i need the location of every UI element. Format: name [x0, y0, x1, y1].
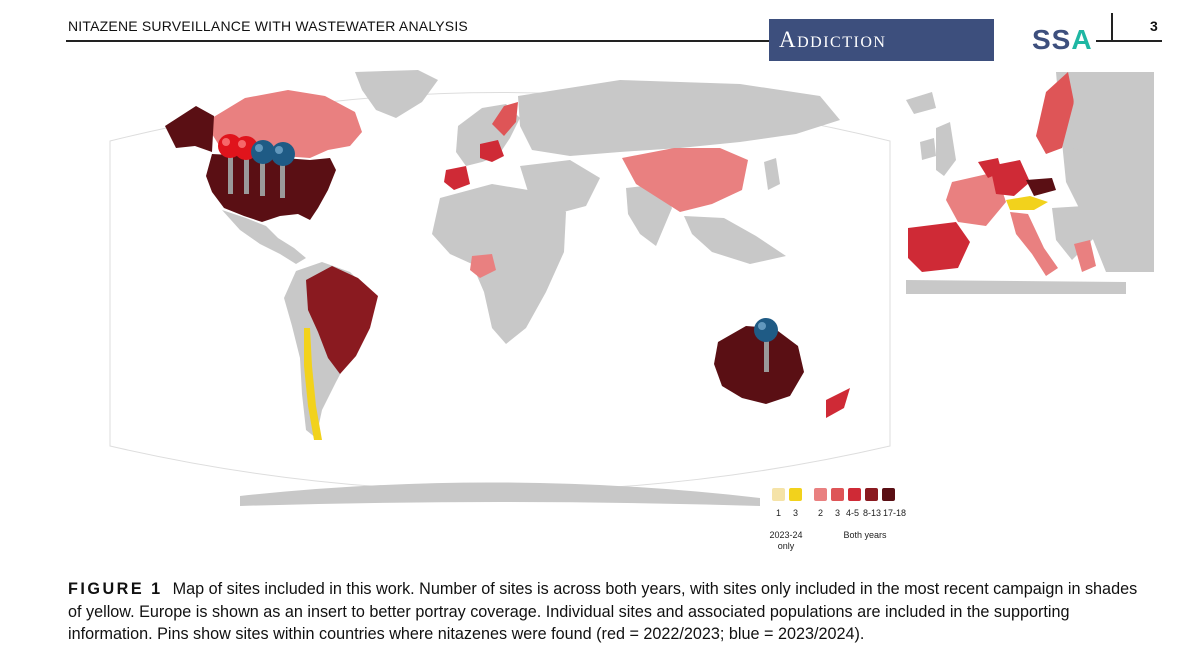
alaska: [165, 106, 214, 152]
legend-label: 17-18: [883, 508, 907, 518]
germany-main: [480, 140, 504, 162]
inset-czechia: [1026, 178, 1056, 196]
legend-group-both: Both years: [843, 530, 887, 540]
inset-africa: [906, 280, 1126, 294]
china: [622, 148, 748, 212]
inset-uk: [936, 122, 956, 176]
legend-label: 4-5: [846, 508, 860, 518]
world-map: [109, 70, 891, 506]
legend-swatch-6: [865, 488, 878, 501]
pin-australia: [754, 318, 778, 372]
legend-group-recent: 2023-24 only: [766, 530, 806, 552]
legend-label: 1: [776, 508, 782, 518]
journal-banner: Addiction SSA: [769, 19, 1096, 61]
scandinavia: [492, 102, 518, 136]
australia: [714, 326, 804, 404]
inset-greece: [1074, 240, 1096, 272]
inset-germany: [990, 160, 1030, 196]
inset-iceland: [906, 92, 936, 114]
legend-swatch-3: [814, 488, 827, 501]
inset-ireland: [920, 138, 936, 160]
russia: [518, 80, 840, 156]
journal-logo: SSA: [1032, 24, 1093, 56]
legend-swatch-4: [831, 488, 844, 501]
usa: [206, 154, 336, 222]
figure-caption-text: Map of sites included in this work. Numb…: [68, 580, 1138, 643]
southeast-asia: [684, 216, 786, 264]
inset-italy: [1010, 212, 1058, 276]
inset-spain: [908, 222, 970, 272]
uk: [458, 128, 470, 150]
new-zealand: [826, 388, 850, 418]
legend-label: 2: [818, 508, 824, 518]
greenland: [355, 70, 438, 118]
inset-austria: [1006, 196, 1048, 210]
header-rule: [66, 40, 1162, 42]
europe-inset-map: [906, 72, 1154, 294]
legend-swatch-5: [848, 488, 861, 501]
legend-swatch-2: [789, 488, 802, 501]
inset-france: [946, 172, 1006, 226]
running-title: NITAZENE SURVEILLANCE WITH WASTEWATER AN…: [68, 18, 468, 34]
journal-logo-main: SS: [1032, 24, 1072, 55]
journal-logo-background: [994, 19, 1096, 61]
legend-label: 3: [793, 508, 799, 518]
legend-group-recent-line1: 2023-24: [769, 530, 803, 540]
legend-swatch-1: [772, 488, 785, 501]
journal-logo-accent: A: [1071, 24, 1093, 55]
mexico: [222, 210, 306, 264]
figure-caption: FIGURE 1 Map of sites included in this wo…: [68, 578, 1148, 646]
journal-name: Addiction: [779, 27, 887, 52]
nigeria: [470, 254, 496, 278]
antarctica: [240, 482, 760, 506]
brazil: [306, 266, 378, 374]
legend-label: 3: [835, 508, 841, 518]
iberia: [444, 166, 470, 190]
legend-swatch-7: [882, 488, 895, 501]
inset-norway: [1036, 72, 1074, 154]
header-divider: [1111, 13, 1113, 41]
legend-group-recent-line2: only: [777, 541, 795, 551]
inset-finland: [1072, 82, 1102, 152]
africa: [432, 184, 566, 344]
chile: [304, 328, 322, 440]
japan: [764, 158, 780, 190]
legend-label: 8-13: [863, 508, 882, 518]
page-number: 3: [1150, 18, 1158, 34]
pin-usa-4: [271, 142, 295, 198]
figure-label: FIGURE 1: [68, 580, 163, 598]
pin-usa-3: [251, 140, 275, 196]
